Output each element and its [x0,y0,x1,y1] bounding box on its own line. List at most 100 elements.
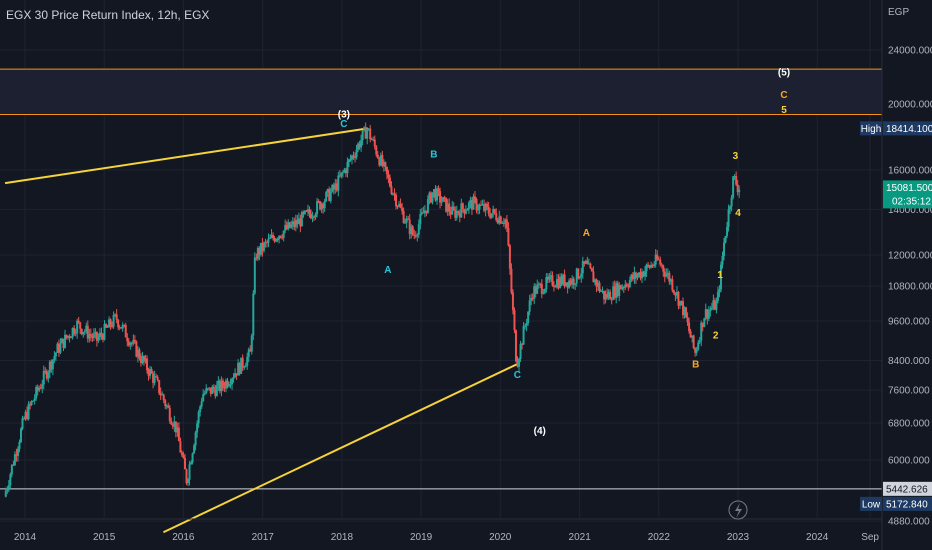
candle-body [317,201,320,203]
candle-body [404,222,407,224]
candle-body [224,380,227,389]
candle-body [199,406,202,412]
candle-body [689,331,692,338]
candle-body [91,335,94,338]
candle-body [147,370,150,376]
wave-label: 5 [781,105,787,116]
candle-body [23,418,26,420]
candle-body [625,284,628,287]
candle-body [718,289,721,292]
candle-body [264,242,267,244]
candle-body [76,320,79,334]
lightning-icon[interactable] [728,500,748,520]
candle-body [299,218,302,227]
candle-body [627,286,630,288]
candle-body [443,197,446,199]
candle-body [284,225,287,231]
candle-body [252,293,255,336]
y-tick-label: 10800.000 [888,282,932,293]
candle-body [32,400,35,402]
candle-body [153,376,156,383]
candle-body [633,272,636,280]
candle-body [162,394,165,401]
candle-body [56,343,59,353]
candle-body [580,273,583,278]
candle-body [650,264,653,268]
candle-body [589,263,592,269]
price-tag-box [883,481,932,496]
candle-body [542,292,545,294]
candle-body [596,282,599,287]
candle-body [463,209,466,214]
wave-label: B [692,360,699,371]
candle-body [303,210,306,214]
candle-body [355,149,358,157]
y-tick-label: 7600.000 [888,386,930,397]
candle-body [395,194,398,207]
candle-body [578,277,581,279]
candle-body [417,224,420,235]
candle-body [730,197,733,207]
candle-body [161,394,164,396]
candle-body [706,309,709,319]
candle-body [729,206,732,210]
candle-body [636,275,639,279]
candle-body [413,234,416,236]
candle-body [604,294,607,300]
candle-body [27,403,30,420]
candle-body [149,369,152,376]
candle-body [115,314,118,320]
candle-body [668,272,671,282]
candle-body [615,283,618,298]
candle-body [419,214,422,225]
candle-body [647,264,650,266]
candle-body [715,300,718,310]
candle-body [287,222,290,230]
candle-body [372,139,375,141]
candle-body [335,183,338,191]
candle-body [139,358,142,363]
candle-body [381,155,384,166]
candle-body [486,203,489,207]
candle-body [360,140,363,148]
candle-body [293,221,296,227]
candle-body [331,185,334,192]
candle-body [273,238,276,242]
candle-body [449,211,452,215]
candle-body [685,307,688,318]
candle-body [89,334,92,336]
candle-body [499,216,502,224]
candle-body [713,300,716,310]
candle-body [35,387,38,399]
candle-body [44,370,47,372]
candle-body [82,332,85,335]
candle-body [669,279,672,282]
candle-body [666,272,669,275]
candle-body [455,211,458,218]
candle-body [133,339,136,342]
candle-body [560,276,563,285]
price-tag-box [883,496,932,511]
candle-body [416,234,419,237]
candle-body [478,204,481,210]
chart-title: EGX 30 Price Return Index, 12h, EGX [6,8,210,22]
candle-body [382,162,385,166]
candle-body [234,373,237,378]
price-tag-value: 15081.500 [886,183,932,194]
candle-body [423,210,426,214]
wave-label: 1 [717,270,723,281]
candle-body [452,206,455,210]
x-tick-label: 2020 [489,532,512,543]
candle-body [328,189,331,201]
x-tick-label: 2017 [252,532,275,543]
candle-body [215,385,218,397]
candle-body [674,292,677,296]
candle-body [256,248,259,259]
candle-body [62,338,65,348]
candle-body [64,334,67,348]
candle-body [68,335,71,338]
candle-body [598,282,601,292]
candle-body [80,328,83,335]
candle-body [346,161,349,174]
